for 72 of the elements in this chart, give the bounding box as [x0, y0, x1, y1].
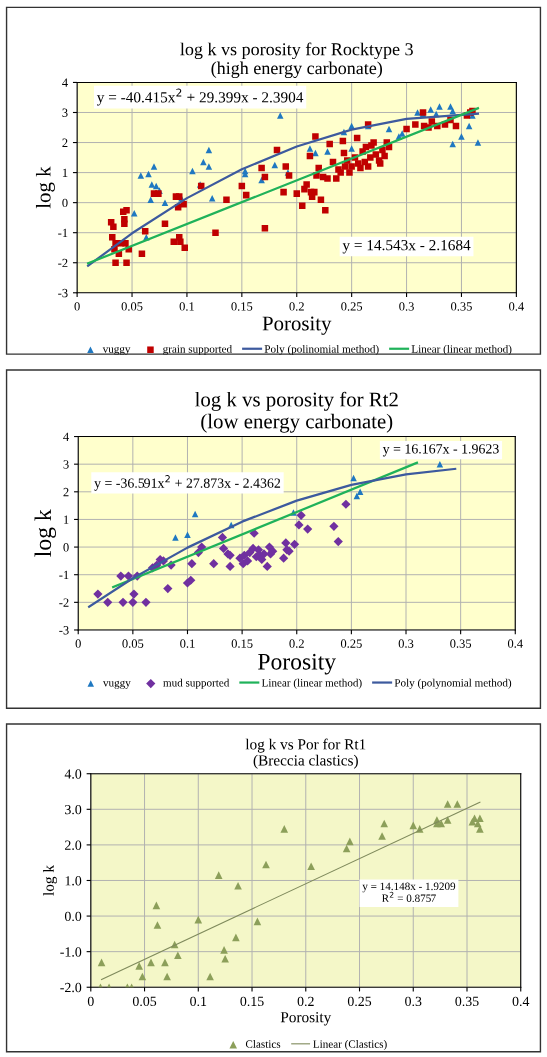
y-axis-title: log k [35, 166, 55, 209]
y-tick-label: -1 [59, 570, 69, 580]
x-tick-label: 0.1 [180, 639, 195, 648]
x-tick-label: 0.2 [289, 302, 304, 311]
x-tick-label: 0.3 [399, 302, 414, 311]
x-tick-label: 0.35 [450, 639, 472, 648]
annotation: y = 16.167x - 1.9623 [382, 444, 499, 457]
x-tick-label: 0.1 [179, 302, 194, 311]
y-axis-title: log k [43, 864, 58, 896]
x-tick-label: 0.1 [190, 996, 207, 1007]
annotation: y = 14.148x - 1.9209 R$^{2}$ = 0.8757 [362, 882, 456, 902]
y-tick-label: 4 [63, 432, 69, 441]
x-tick-label: 0 [87, 996, 94, 1007]
legend-label: Poly (polinomial method) [264, 344, 379, 356]
y-tick-label: -3 [58, 288, 68, 298]
legend-label: Linear (Clastics) [313, 1040, 387, 1051]
x-tick-label: 0.35 [455, 996, 479, 1007]
x-tick-label: 0.25 [347, 996, 372, 1007]
legend-label: Linear (linear method) [411, 344, 512, 355]
x-tick-label: 0.2 [297, 996, 314, 1007]
legend-label: Poly (polynomial method) [394, 678, 512, 689]
y-tick-label: 1.0 [65, 876, 82, 886]
legend-label: vuggy [102, 680, 131, 689]
y-tick-label: -2 [58, 258, 68, 268]
x-tick-label: 0.4 [512, 996, 530, 1007]
x-tick-label: 0.05 [132, 996, 157, 1007]
y-tick-label: 3 [63, 460, 69, 469]
x-tick-label: 0.25 [341, 302, 363, 311]
x-tick-label: 0.3 [398, 639, 414, 648]
x-tick-label: 0.15 [240, 996, 264, 1007]
x-tick-label: 0.05 [122, 639, 144, 648]
annotation: y = 14.543x - 2.1684 [342, 239, 471, 254]
x-axis-title: Porosity [280, 1012, 332, 1026]
x-axis-title: Porosity [262, 316, 332, 335]
chart-title: log k vs porosity for Rocktype 3 (high energy carbonate) [180, 42, 413, 79]
x-tick-label: 0.3 [405, 996, 422, 1007]
annotation: y = -40.415x$^{2}$ + 29.399x - 2.3904 [96, 88, 304, 106]
legend-label: vuggy [102, 346, 131, 356]
y-tick-label: -1.0 [60, 947, 82, 957]
y-tick-label: 0 [63, 543, 69, 552]
y-tick-label: 3 [62, 108, 68, 117]
y-tick-label: 2 [63, 487, 69, 497]
y-tick-label: -2 [59, 598, 69, 607]
y-tick-label: -3 [59, 626, 69, 635]
y-tick-label: -1 [58, 228, 68, 238]
legend-label: mud supported [163, 678, 230, 689]
x-tick-label: 0.15 [231, 639, 253, 648]
y-tick-label: 0 [62, 198, 68, 208]
y-tick-label: 2 [62, 138, 68, 147]
x-tick-label: 0.4 [509, 302, 524, 311]
legend-label: Clastics [245, 1040, 281, 1048]
legend-label: Linear (linear method) [261, 678, 362, 689]
x-tick-label: 0.05 [121, 302, 143, 311]
y-tick-label: 0.0 [64, 911, 82, 922]
chart-title: log k vs Por for Rt1 (Breccia clastics) [245, 738, 366, 769]
y-tick-label: 1 [64, 515, 69, 524]
legend-label: grain supported [163, 344, 232, 356]
y-tick-label: 4.0 [64, 769, 82, 779]
y-axis-title: log k [34, 509, 56, 557]
x-tick-label: 0.4 [507, 639, 523, 648]
chart-title: log k vs porosity for Rt2 (low energy carbonate) [195, 391, 398, 433]
x-tick-label: 0.25 [340, 639, 362, 648]
y-tick-label: 1 [62, 168, 68, 177]
annotation: y = -36.591x$^{2}$ + 27.873x - 2.4362 [94, 475, 281, 491]
y-tick-label: 4 [62, 78, 68, 87]
x-tick-label: 0.15 [231, 302, 253, 311]
x-tick-label: 0.35 [451, 302, 472, 311]
x-axis-title: Porosity [258, 653, 337, 675]
y-tick-label: 3.0 [65, 804, 82, 815]
y-tick-label: 2.0 [65, 840, 82, 850]
y-tick-label: -2.0 [60, 982, 82, 993]
x-tick-label: 0.2 [289, 639, 304, 648]
